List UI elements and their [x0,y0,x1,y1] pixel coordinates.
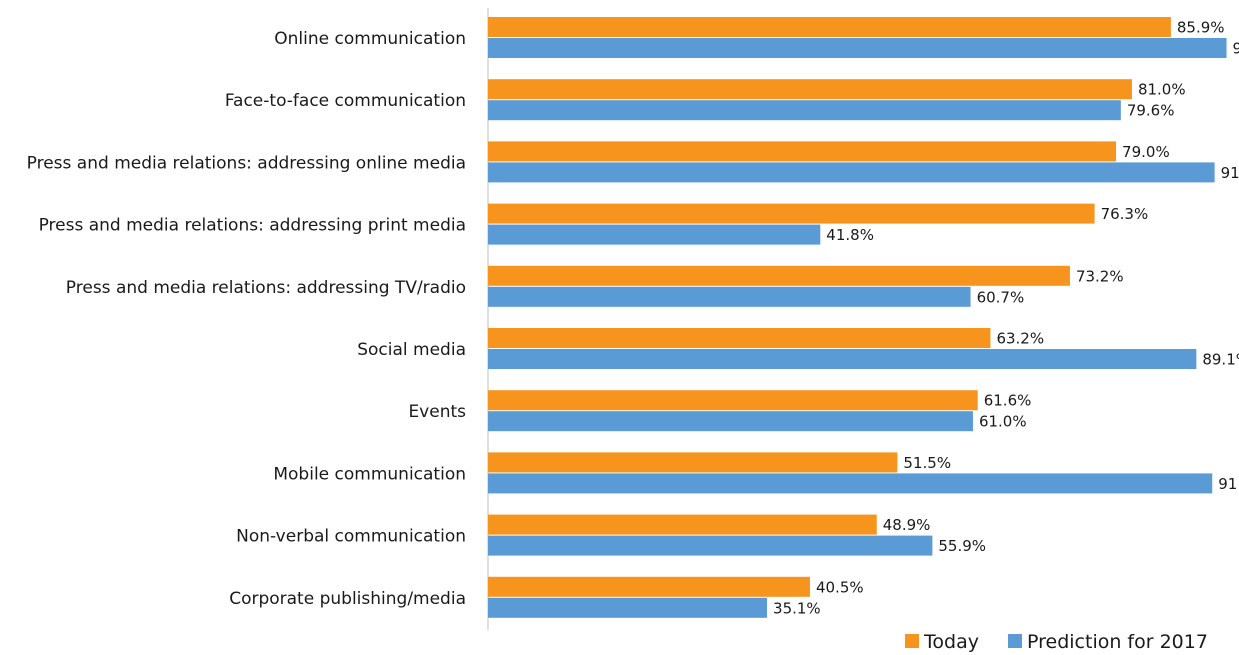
bar-prediction-2017 [488,286,971,307]
bar-prediction-2017 [488,162,1215,183]
bar-today [488,576,810,597]
category-label: Non-verbal communication [236,527,466,547]
bar-prediction-2017 [488,100,1121,121]
bar-prediction-2017 [488,473,1213,494]
category-label: Press and media relations: addressing on… [27,153,466,173]
legend-swatch [905,634,919,648]
legend-swatch [1008,634,1022,648]
bar-today [488,203,1095,224]
value-label-prediction-2017: 35.1% [773,599,821,617]
bar-today [488,328,991,348]
category-label: Social media [357,340,466,360]
value-label-today: 40.5% [816,578,864,596]
value-label-today: 81.0% [1138,81,1186,99]
value-label-prediction-2017: 55.9% [938,537,986,555]
value-label-prediction-2017: 60.7% [977,288,1025,306]
bar-prediction-2017 [488,224,821,245]
value-label-prediction-2017: 79.6% [1127,102,1175,120]
category-label: Press and media relations: addressing TV… [66,278,466,298]
category-label: Mobile communication [273,464,466,484]
legend-label: Today [923,631,979,653]
value-label-today: 79.0% [1122,143,1170,161]
value-labels: 85.9% 92.9% 81.0% 79.6% 79.0% 91.4% 76.3% 41.8%… [773,19,1239,618]
value-label-prediction-2017: 91.4% [1221,164,1239,182]
value-label-prediction-2017: 92.9% [1233,40,1239,58]
bar-today [488,390,978,411]
value-label-today: 63.2% [996,330,1044,348]
legend-label: Prediction for 2017 [1027,631,1208,653]
value-label-prediction-2017: 61.0% [979,413,1027,431]
bar-prediction-2017 [488,349,1197,369]
bar-today [488,141,1117,162]
bar-prediction-2017 [488,38,1227,58]
category-label: Events [408,402,466,422]
value-label-today: 51.5% [903,454,951,472]
value-label-prediction-2017: 89.1% [1202,351,1239,369]
legend-item-today: Today [905,631,979,653]
bar-prediction-2017 [488,597,768,618]
category-label: Face-to-face communication [225,91,466,111]
value-label-prediction-2017: 91.1% [1218,475,1239,493]
bar-today [488,452,898,473]
value-label-today: 61.6% [984,392,1032,410]
category-label: Corporate publishing/media [229,589,466,609]
value-label-today: 85.9% [1177,19,1225,37]
bar-prediction-2017 [488,411,973,432]
bar-today [488,265,1070,286]
bars [488,17,1227,618]
value-label-prediction-2017: 41.8% [826,226,874,244]
value-label-today: 48.9% [883,516,931,534]
bar-today [488,17,1171,37]
bar-today [488,79,1132,100]
legend-item-prediction-2017: Prediction for 2017 [1008,631,1208,653]
value-label-today: 76.3% [1101,205,1149,223]
bar-today [488,514,877,535]
category-label: Online communication [274,29,466,49]
category-labels: Online communication Face-to-face communi… [27,29,466,609]
bar-prediction-2017 [488,535,933,556]
value-label-today: 73.2% [1076,267,1124,285]
legend: Today Prediction for 2017 [905,631,1208,653]
category-label: Press and media relations: addressing pr… [39,216,466,236]
